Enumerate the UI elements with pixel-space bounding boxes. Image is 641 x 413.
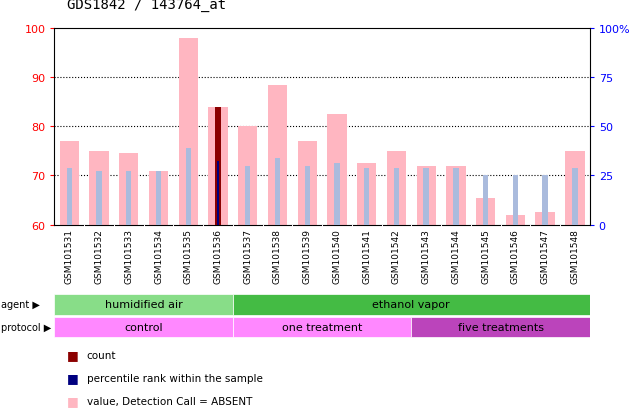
Bar (54, 294, 233, 315)
Bar (149, 171, 168, 225)
Bar (417, 166, 436, 225)
Bar (208, 107, 228, 225)
Bar (217, 161, 219, 225)
Text: count: count (87, 350, 116, 360)
Bar (335, 164, 340, 225)
Text: GSM101535: GSM101535 (184, 228, 193, 283)
Bar (179, 39, 198, 225)
Text: GSM101542: GSM101542 (392, 228, 401, 283)
Bar (453, 169, 458, 225)
Bar (215, 107, 221, 225)
Bar (67, 169, 72, 225)
Text: GDS1842 / 143764_at: GDS1842 / 143764_at (67, 0, 226, 12)
Bar (542, 176, 548, 225)
Bar (119, 154, 138, 225)
Text: ■: ■ (67, 394, 79, 407)
Text: ■: ■ (67, 371, 79, 385)
Bar (357, 164, 376, 225)
Text: GSM101544: GSM101544 (451, 228, 460, 283)
Bar (297, 142, 317, 225)
Bar (483, 176, 488, 225)
Bar (275, 159, 280, 225)
Text: GSM101545: GSM101545 (481, 228, 490, 283)
Text: one treatment: one treatment (282, 322, 362, 332)
Text: GSM101548: GSM101548 (570, 228, 579, 283)
Bar (54, 317, 233, 337)
Bar (506, 215, 525, 225)
Bar (60, 142, 79, 225)
Text: GSM101547: GSM101547 (540, 228, 549, 283)
Bar (96, 171, 102, 225)
Bar (394, 169, 399, 225)
Bar (513, 176, 518, 225)
Bar (90, 152, 109, 225)
Bar (565, 152, 585, 225)
Text: GSM101539: GSM101539 (303, 228, 312, 283)
Bar (304, 166, 310, 225)
Bar (446, 166, 465, 225)
Text: control: control (124, 322, 163, 332)
Text: GSM101541: GSM101541 (362, 228, 371, 283)
Text: ethanol vapor: ethanol vapor (372, 299, 450, 310)
Text: five treatments: five treatments (458, 322, 544, 332)
Text: GSM101533: GSM101533 (124, 228, 133, 283)
Bar (387, 152, 406, 225)
Bar (156, 171, 162, 225)
Text: GSM101531: GSM101531 (65, 228, 74, 283)
Bar (126, 171, 131, 225)
Text: GSM101543: GSM101543 (422, 228, 431, 283)
Bar (186, 149, 191, 225)
Bar (572, 169, 578, 225)
Text: GSM101538: GSM101538 (273, 228, 282, 283)
Bar (233, 294, 590, 315)
Bar (476, 198, 495, 225)
Bar (364, 169, 369, 225)
Text: percentile rank within the sample: percentile rank within the sample (87, 373, 262, 383)
Bar (424, 169, 429, 225)
Text: protocol ▶: protocol ▶ (1, 322, 51, 332)
Text: GSM101532: GSM101532 (95, 228, 104, 283)
Bar (215, 161, 221, 225)
Bar (535, 213, 554, 225)
Text: agent ▶: agent ▶ (1, 299, 40, 310)
Text: humidified air: humidified air (105, 299, 183, 310)
Bar (238, 127, 258, 225)
Text: value, Detection Call = ABSENT: value, Detection Call = ABSENT (87, 396, 252, 406)
Bar (268, 85, 287, 225)
Bar (412, 317, 590, 337)
Text: ■: ■ (67, 349, 79, 362)
Text: GSM101540: GSM101540 (333, 228, 342, 283)
Text: GSM101534: GSM101534 (154, 228, 163, 283)
Text: GSM101546: GSM101546 (511, 228, 520, 283)
Text: GSM101537: GSM101537 (244, 228, 253, 283)
Bar (233, 317, 412, 337)
Text: GSM101536: GSM101536 (213, 228, 222, 283)
Bar (328, 115, 347, 225)
Bar (245, 166, 251, 225)
